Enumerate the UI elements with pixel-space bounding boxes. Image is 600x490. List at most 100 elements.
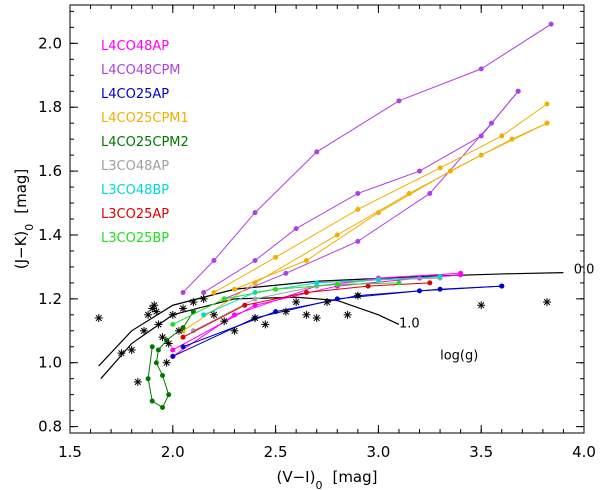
series-point (201, 289, 207, 295)
series-point (406, 190, 412, 196)
series-point (365, 283, 371, 289)
series-line (182, 122, 548, 332)
asterisk-stroke (292, 298, 300, 306)
asterisk-stroke (140, 327, 148, 334)
series-point (375, 277, 381, 283)
observed-point (117, 349, 126, 358)
asterisk-stroke (262, 321, 269, 328)
asterisk-stroke (478, 302, 485, 309)
series-line (147, 311, 194, 409)
observed-point (199, 294, 208, 303)
x-axis-unit: [mag] (332, 468, 377, 486)
legend-entry: L3CO25AP (101, 207, 169, 222)
series-point (155, 347, 161, 353)
y-tick-label: 2.0 (38, 34, 62, 52)
legend-entry: L3CO48AP (101, 159, 169, 174)
asterisk-stroke (200, 295, 207, 303)
series-point (334, 232, 340, 238)
series-point (499, 133, 505, 139)
series-point (252, 280, 258, 286)
series-point (437, 286, 443, 292)
legend: L4CO48AP L4CO48CPM L4CO25AP L4CO25CPM1 L4CO2… (101, 39, 189, 246)
y-axis-subscript: 0 (23, 224, 36, 231)
series-point (314, 280, 320, 286)
x-tick-label: 4.0 (572, 443, 596, 461)
observed-point (140, 326, 149, 335)
asterisk-stroke (159, 333, 166, 341)
series-point (355, 190, 361, 196)
series-point (515, 88, 521, 94)
series-point (396, 280, 402, 286)
asterisk-stroke (179, 305, 187, 312)
observed-point (343, 310, 352, 319)
observed-point (168, 310, 177, 319)
observed-point (281, 307, 290, 316)
asterisk-stroke (282, 308, 290, 315)
observed-point (292, 298, 301, 307)
asterisk-stroke (153, 308, 160, 315)
asterisk-stroke (163, 359, 170, 366)
series-point (478, 152, 484, 158)
series-point (180, 325, 186, 331)
series-point (149, 398, 155, 404)
observed-point (150, 301, 159, 310)
series-point (201, 312, 207, 318)
y-tick-label: 1.4 (38, 226, 62, 244)
series-line (224, 90, 519, 300)
legend-entry: L4CO48CPM (101, 63, 181, 78)
observed-point (230, 326, 239, 335)
asterisk-stroke (251, 314, 259, 322)
y-axis-label: (J−K) (12, 231, 30, 270)
observed-point (209, 310, 218, 319)
asterisk-stroke (169, 311, 176, 319)
y-tick-label: 1.6 (38, 162, 62, 180)
series-point (396, 98, 402, 104)
annotation: 1.0 (399, 317, 420, 332)
observed-point (154, 320, 163, 329)
asterisk-stroke (155, 321, 162, 328)
series-point (273, 286, 279, 292)
series-point (170, 353, 176, 359)
series-point (242, 302, 248, 308)
series-point (303, 289, 309, 295)
series-point (427, 190, 433, 196)
series-point (166, 392, 172, 398)
asterisk-stroke (190, 298, 197, 306)
y-tick-label: 1.0 (38, 354, 62, 372)
reference-curve (100, 296, 400, 380)
asterisk-stroke (221, 318, 228, 325)
series-point (355, 206, 361, 212)
series-point (252, 210, 258, 216)
asterisk-stroke (151, 302, 158, 309)
asterisk-stroke (175, 327, 183, 334)
observed-point (179, 304, 188, 313)
observed-point (162, 358, 171, 367)
series-point (417, 168, 423, 174)
series-point (252, 296, 258, 302)
legend-entry: L4CO25CPM1 (101, 111, 189, 126)
annotation: log(g) (440, 349, 478, 364)
series-point (478, 66, 484, 72)
asterisk-stroke (144, 311, 152, 319)
observed-point (302, 310, 311, 319)
series-point (334, 281, 340, 287)
x-axis-title: (V−I)0 [mag] (277, 468, 378, 490)
series-point (458, 272, 464, 278)
series-point (499, 283, 505, 289)
y-tick-label: 0.8 (38, 418, 62, 436)
reference-curves (98, 272, 564, 380)
observed-point (164, 339, 173, 348)
legend-entry: L4CO25AP (101, 87, 169, 102)
asterisk-stroke (344, 311, 351, 319)
series-line (213, 103, 548, 293)
asterisk-stroke (128, 346, 135, 354)
series-point (355, 238, 361, 244)
x-tick-label: 2.5 (264, 443, 288, 461)
annotation: 0.0 (574, 262, 595, 277)
y-tick-label: 1.2 (38, 290, 62, 308)
series-point (211, 258, 217, 264)
observed-point (133, 377, 142, 386)
x-tick-label: 1.5 (58, 443, 82, 461)
series-line (182, 23, 552, 293)
series-point (180, 289, 186, 295)
